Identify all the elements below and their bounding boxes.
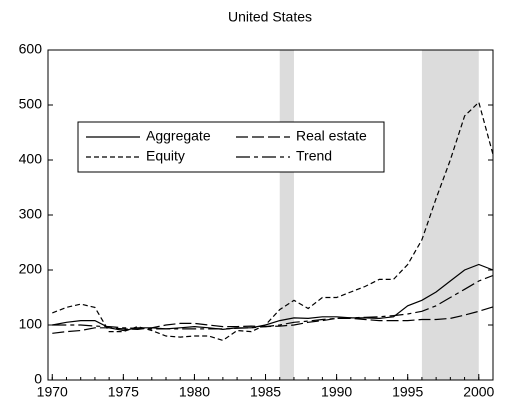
- shaded-period: [279, 50, 294, 380]
- y-tick-label: 0: [34, 371, 42, 387]
- legend-label: Equity: [146, 148, 185, 164]
- series-line: [52, 263, 494, 332]
- x-tick-label: 1980: [179, 384, 210, 400]
- series-line: [52, 306, 494, 334]
- x-tick-label: 1995: [392, 384, 423, 400]
- shaded-period: [421, 50, 479, 380]
- y-tick-label: 300: [19, 206, 43, 222]
- y-tick-label: 400: [19, 151, 43, 167]
- y-tick-label: 100: [19, 316, 43, 332]
- chart-title: United States: [228, 9, 312, 25]
- series-line: [52, 274, 494, 330]
- legend-label: Real estate: [296, 128, 367, 144]
- x-tick-label: 1975: [108, 384, 139, 400]
- x-tick-label: 1985: [250, 384, 281, 400]
- x-tick-label: 2000: [463, 384, 494, 400]
- x-tick-label: 1990: [321, 384, 352, 400]
- y-tick-label: 500: [19, 96, 43, 112]
- series-line: [52, 101, 494, 342]
- legend-label: Aggregate: [146, 128, 211, 144]
- y-tick-label: 200: [19, 261, 43, 277]
- legend-label: Trend: [296, 148, 332, 164]
- x-tick-label: 1970: [37, 384, 68, 400]
- legend-box: [77, 121, 385, 173]
- y-tick-label: 600: [19, 41, 43, 57]
